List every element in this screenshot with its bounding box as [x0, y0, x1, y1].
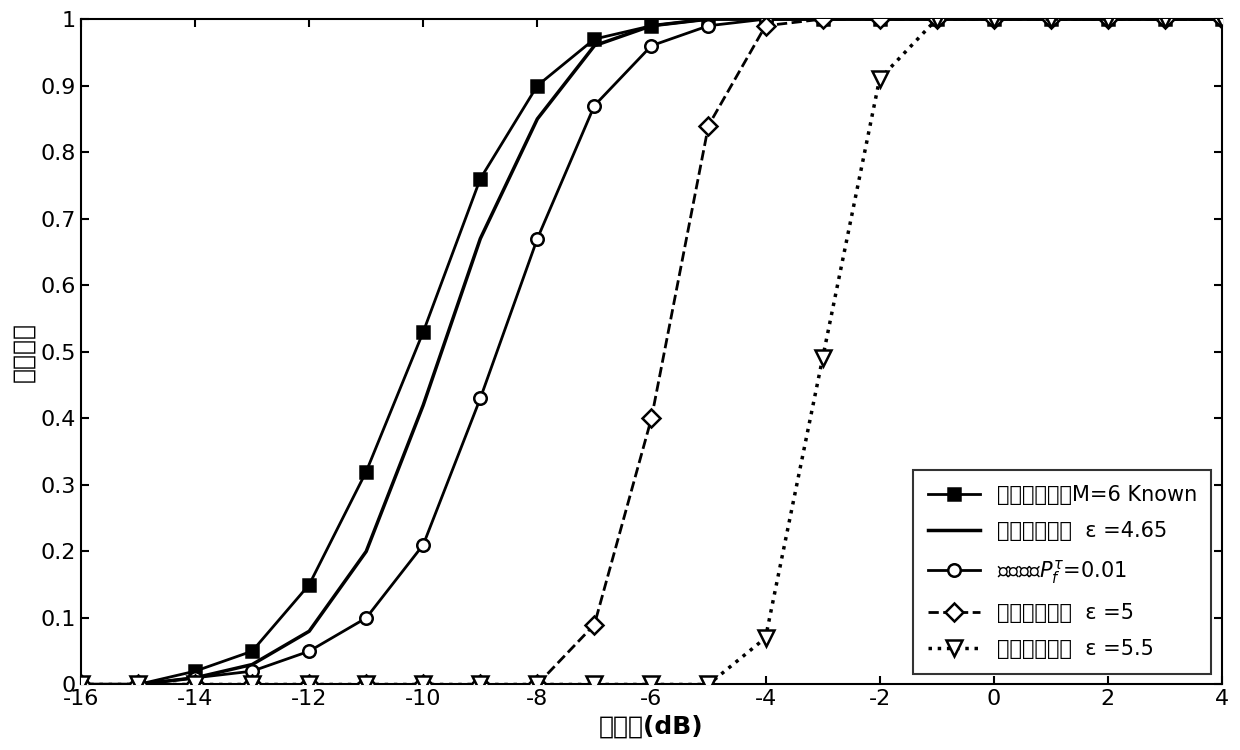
Y-axis label: 检测概率: 检测概率 [11, 322, 35, 382]
Legend: 传统欠采样，M=6 Known, 传统欠采样，  ε =4.65, 本发明，$P_f^{\tau}$=0.01, 传统欠采样，  ε =5, 传统欠采样，  ε: 传统欠采样，M=6 Known, 传统欠采样， ε =4.65, 本发明，$P_… [913, 470, 1211, 674]
X-axis label: 信噪比(dB): 信噪比(dB) [599, 715, 704, 739]
